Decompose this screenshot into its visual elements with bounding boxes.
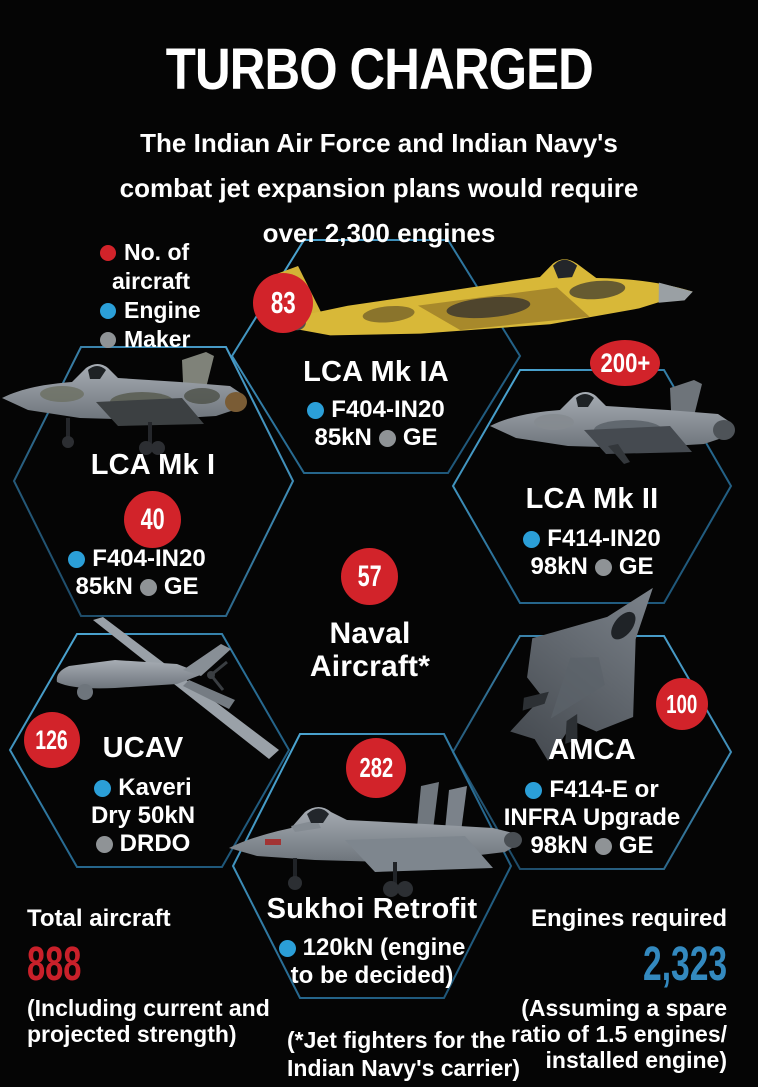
- engines-note-line-1: (Assuming a spare: [521, 995, 727, 1021]
- ucav-aircraft-image: [56, 617, 279, 759]
- count-badge-amca: 100: [656, 678, 708, 730]
- footnote-line-2: Indian Navy's carrier): [287, 1055, 521, 1081]
- total-note-line-1: (Including current and: [27, 995, 270, 1021]
- maker-dot-icon: [100, 331, 116, 348]
- engine-name: Kaveri: [118, 774, 192, 801]
- engine-dot-icon: [278, 939, 296, 957]
- hexagon-outline-lca-mk1a: [230, 239, 522, 474]
- count-badge-lca-mk2: 200+: [590, 340, 660, 386]
- lca-mk1-aircraft-image: [2, 352, 247, 455]
- maker-dot-icon: [594, 558, 612, 576]
- aircraft-name-lca-mk1: LCA Mk I: [90, 449, 216, 481]
- engine-dot-icon: [307, 401, 325, 419]
- amca-aircraft-image: [510, 587, 653, 761]
- page-title: TURBO CHARGED: [165, 37, 593, 102]
- legend-row-aircraft-2: aircraft: [100, 267, 230, 296]
- engines-required-block: Engines required 2,323 (Assuming a spare…: [511, 905, 727, 1073]
- thrust-value: 98kN: [530, 553, 588, 580]
- legend-row-maker: Maker: [100, 325, 230, 354]
- count-badge-sukhoi: 282: [346, 738, 406, 798]
- naval-name-line-1: Naval: [329, 617, 411, 650]
- total-aircraft-note: (Including current and projected strengt…: [27, 995, 270, 1047]
- subtitle: The Indian Air Force and Indian Navy's c…: [0, 121, 758, 256]
- count-badge-lca-mk1a: 83: [253, 273, 313, 333]
- subtitle-line-1: The Indian Air Force and Indian Navy's: [140, 128, 618, 158]
- maker-name: DRDO: [119, 830, 191, 857]
- thrust-value: 98kN: [530, 832, 588, 859]
- maker-name: GE: [163, 573, 199, 600]
- specs-sukhoi: 120kN (engine to be decided): [252, 934, 492, 990]
- maker-dot-icon: [139, 578, 157, 596]
- aircraft-name-amca: AMCA: [548, 734, 636, 766]
- total-note-line-2: projected strength): [27, 1021, 237, 1047]
- footnote-line-1: (*Jet fighters for the: [287, 1027, 506, 1053]
- engine-name: F414-E or: [549, 776, 659, 803]
- engine-name-2: to be decided): [290, 962, 454, 989]
- maker-name: GE: [618, 553, 654, 580]
- engine-name-2: INFRA Upgrade: [503, 804, 681, 831]
- aircraft-name-lca-mk2: LCA Mk II: [525, 483, 659, 515]
- specs-lca-mk2: F414-IN20 98kN GE: [472, 525, 712, 581]
- sukhoi-aircraft-image: [229, 782, 522, 897]
- hexagon-outline-lca-mk2: [451, 369, 733, 604]
- engines-note-line-2: ratio of 1.5 engines/: [511, 1021, 727, 1047]
- legend-aircraft-label: No. of: [124, 239, 190, 265]
- total-aircraft-block: Total aircraft 888 (Including current an…: [27, 905, 270, 1047]
- naval-footnote: (*Jet fighters for the Indian Navy's car…: [287, 1026, 520, 1082]
- legend-row-engine: Engine: [100, 296, 230, 325]
- maker-name: GE: [618, 832, 654, 859]
- aircraft-name-sukhoi: Sukhoi Retrofit: [266, 893, 478, 925]
- lca-mk2-aircraft-image: [490, 380, 735, 464]
- aircraft-name-naval: Naval Aircraft*: [270, 617, 470, 683]
- aircraft-count-dot-icon: [100, 244, 116, 261]
- specs-ucav: Kaveri Dry 50kN DRDO: [53, 774, 233, 858]
- legend-row-aircraft: No. of: [100, 238, 230, 267]
- hexagon-outline-sukhoi: [231, 733, 513, 999]
- specs-amca: F414-E or INFRA Upgrade 98kN GE: [458, 776, 726, 860]
- maker-dot-icon: [378, 429, 396, 447]
- engine-dot-icon: [523, 530, 541, 548]
- maker-dot-icon: [95, 835, 113, 853]
- thrust-value: 85kN: [75, 573, 133, 600]
- total-aircraft-label: Total aircraft: [27, 905, 171, 932]
- engine-name: 120kN (engine: [302, 934, 466, 961]
- engines-note-line-3: installed engine): [545, 1047, 727, 1073]
- aircraft-name-lca-mk1a: LCA Mk IA: [303, 356, 449, 388]
- aircraft-name-ucav: UCAV: [102, 732, 184, 764]
- count-badge-naval: 57: [341, 548, 398, 605]
- engine-dot-icon: [94, 779, 112, 797]
- legend: No. of aircraft Engine Maker: [100, 238, 230, 354]
- naval-name-line-2: Aircraft*: [309, 650, 431, 683]
- legend-engine-label: Engine: [124, 297, 201, 323]
- thrust-value: 85kN: [314, 424, 372, 451]
- engine-name: F414-IN20: [547, 525, 661, 552]
- engine-dot-icon: [100, 302, 116, 319]
- specs-lca-mk1a: F404-IN20 85kN GE: [246, 396, 506, 452]
- subtitle-line-3: over 2,300 engines: [262, 218, 496, 248]
- legend-aircraft-label-2: aircraft: [112, 268, 190, 294]
- maker-dot-icon: [594, 837, 612, 855]
- count-badge-lca-mk1: 40: [124, 491, 181, 548]
- engine-name: F404-IN20: [331, 396, 445, 423]
- thrust-value: Dry 50kN: [90, 802, 196, 829]
- total-aircraft-value: 888: [27, 938, 82, 991]
- engines-required-note: (Assuming a spare ratio of 1.5 engines/ …: [511, 995, 727, 1073]
- subtitle-line-2: combat jet expansion plans would require: [119, 173, 639, 203]
- maker-name: GE: [402, 424, 438, 451]
- count-badge-ucav: 126: [24, 712, 80, 768]
- engine-dot-icon: [68, 550, 86, 568]
- hexagon-outline-lca-mk1: [12, 346, 295, 617]
- engines-required-label: Engines required: [530, 905, 727, 932]
- engine-name: F404-IN20: [92, 545, 206, 572]
- specs-lca-mk1: F404-IN20 85kN GE: [17, 545, 257, 601]
- engines-required-value: 2,323: [642, 938, 727, 991]
- engine-dot-icon: [525, 781, 543, 799]
- legend-maker-label: Maker: [124, 326, 191, 352]
- hexagon-outline-ucav: [8, 633, 291, 868]
